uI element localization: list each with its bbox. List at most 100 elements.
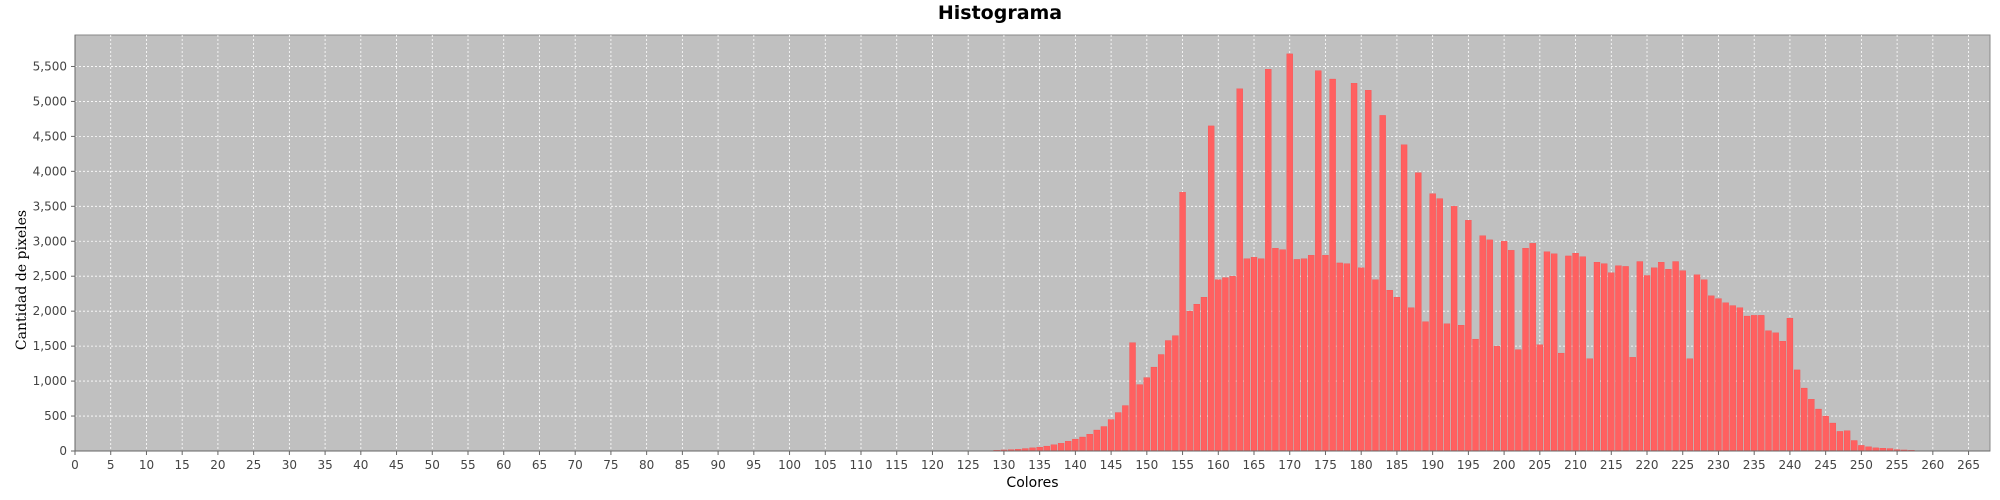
histogram-bar (1365, 90, 1372, 452)
histogram-bar (1179, 192, 1186, 452)
histogram-bar (1701, 279, 1708, 452)
histogram-bar (1036, 447, 1043, 452)
histogram-bar (1465, 220, 1472, 452)
histogram-bar (1150, 366, 1158, 452)
histogram-bar (1065, 441, 1072, 452)
histogram-bar (1500, 241, 1508, 452)
histogram-bar (1300, 258, 1308, 452)
histogram-bar (1350, 83, 1358, 452)
histogram-bar (1286, 53, 1293, 452)
histogram-bar (1100, 426, 1108, 452)
histogram-bar (1572, 252, 1579, 452)
histogram-bar (1815, 408, 1822, 452)
x-tick-label: 180 (1350, 458, 1373, 472)
x-tick-label: 155 (1171, 458, 1194, 472)
x-tick-label: 230 (1707, 458, 1730, 472)
histogram-bar (1729, 305, 1736, 452)
histogram-bar (1272, 248, 1279, 452)
histogram-bar (1107, 419, 1115, 452)
histogram-bar (1329, 78, 1336, 452)
histogram-bar (1372, 279, 1379, 452)
y-tick-label: 0 (59, 444, 67, 458)
x-tick-label: 240 (1778, 458, 1801, 472)
histogram-bar (1765, 330, 1772, 452)
histogram-bar (1115, 412, 1122, 452)
histogram-bar (1851, 440, 1858, 452)
histogram-bar (1715, 298, 1722, 452)
x-tick-label: 80 (639, 458, 654, 472)
histogram-bar (1293, 259, 1301, 452)
histogram-bar (1086, 434, 1093, 452)
x-tick-label: 150 (1135, 458, 1158, 472)
histogram-bar (1529, 243, 1536, 452)
histogram-bar (1336, 262, 1343, 452)
histogram-bar (1322, 255, 1329, 452)
histogram-bar (1379, 115, 1386, 452)
y-tick-label: 1,000 (33, 374, 67, 388)
histogram-bar (1808, 399, 1815, 452)
histogram-bar (1443, 323, 1451, 452)
y-tick-label: 5,000 (33, 94, 67, 108)
histogram-bar (1436, 198, 1443, 452)
histogram-bar (1743, 315, 1751, 452)
x-tick-label: 5 (107, 458, 115, 472)
grid-lines (74, 35, 1990, 452)
histogram-bar (1779, 341, 1786, 452)
histogram-bar (1536, 344, 1543, 452)
histogram-bar (1079, 436, 1086, 452)
x-tick-label: 195 (1457, 458, 1480, 472)
histogram-bar (1050, 444, 1058, 452)
histogram-bar (1600, 263, 1608, 452)
x-tick-label: 175 (1314, 458, 1337, 472)
histogram-bar (1093, 429, 1100, 452)
x-tick-label: 210 (1564, 458, 1587, 472)
histogram-bar (1072, 438, 1079, 452)
histogram-bar (1122, 405, 1129, 452)
x-tick-label: 140 (1064, 458, 1087, 472)
x-tick-label: 40 (353, 458, 368, 472)
x-tick-label: 95 (746, 458, 761, 472)
x-tick-label: 185 (1385, 458, 1408, 472)
histogram-bar (1586, 358, 1594, 452)
x-tick-label: 15 (175, 458, 190, 472)
histogram-bar (1843, 430, 1851, 452)
x-tick-label: 200 (1493, 458, 1516, 472)
x-tick-label: 225 (1671, 458, 1694, 472)
bars-group (986, 53, 1944, 452)
histogram-bar (1615, 265, 1622, 452)
histogram-bar (1758, 315, 1765, 452)
x-tick-label: 190 (1421, 458, 1444, 472)
y-tick-label: 2,000 (33, 304, 67, 318)
y-tick-label: 4,500 (33, 129, 67, 143)
histogram-bar (1672, 261, 1679, 452)
histogram-bar (1608, 272, 1615, 452)
x-tick-label: 25 (246, 458, 261, 472)
y-tick-label: 4,000 (33, 164, 67, 178)
histogram-bar (1629, 357, 1636, 452)
axes-group (74, 35, 1990, 452)
x-tick-label: 120 (921, 458, 944, 472)
histogram-bar (1143, 377, 1150, 452)
histogram-bar (1543, 251, 1551, 452)
x-tick-label: 50 (425, 458, 440, 472)
histogram-bar (1801, 387, 1808, 452)
x-tick-label: 30 (282, 458, 297, 472)
x-tick-label: 170 (1278, 458, 1301, 472)
histogram-bar (1343, 263, 1351, 452)
chart-title: Histograma (937, 2, 1063, 24)
histogram-bar (1679, 270, 1686, 452)
histogram-bar (1458, 325, 1465, 452)
x-tick-label: 245 (1814, 458, 1837, 472)
histogram-bar (1565, 255, 1572, 452)
histogram-bar (1665, 269, 1672, 452)
histogram-bar (1193, 304, 1200, 452)
histogram-bar (1579, 256, 1586, 452)
y-tick-label: 5,500 (33, 59, 67, 73)
histogram-bar (1772, 332, 1779, 452)
x-tick-label: 60 (496, 458, 511, 472)
histogram-bar (1315, 70, 1322, 452)
histogram-bar (1279, 249, 1286, 452)
x-tick-label: 35 (317, 458, 332, 472)
y-ticks-group: 0 500 1,000 1,500 2,000 2,500 3,000 3,500 4,000 4… (33, 59, 75, 458)
